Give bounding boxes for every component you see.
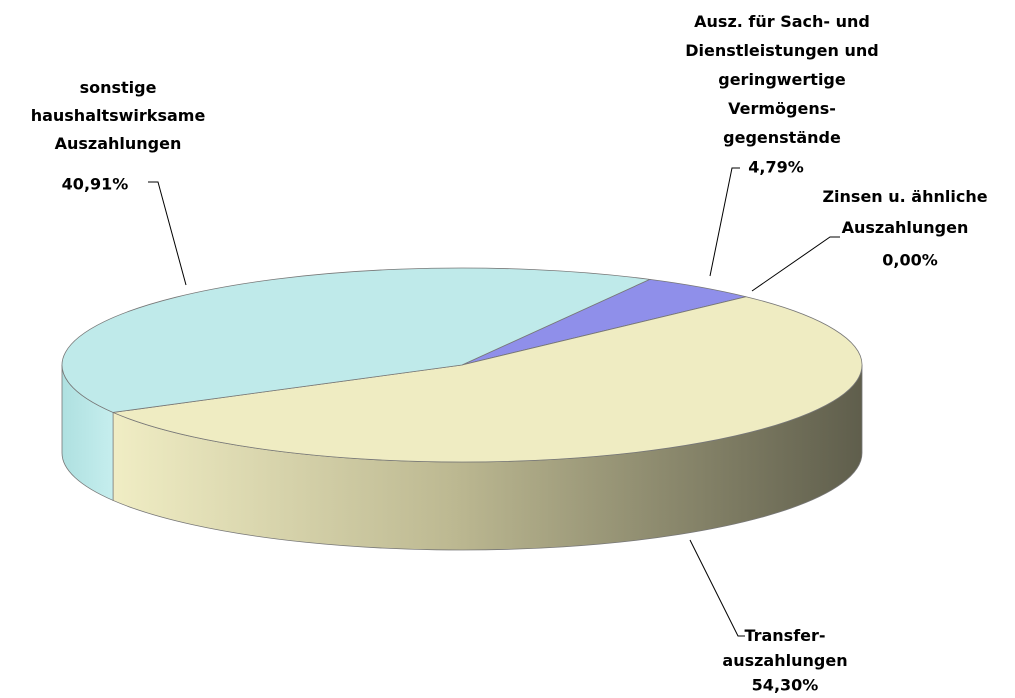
slice-label: Transfer-auszahlungen	[722, 626, 847, 670]
labels: sonstige haushaltswirksame Auszahlungen 40,…	[31, 12, 988, 695]
slice-label: sonstige haushaltswirksame Auszahlungen	[31, 78, 206, 153]
slice-value: 4,79%	[748, 158, 804, 177]
slice-value: 0,00%	[882, 251, 938, 270]
pie-slice	[111, 296, 863, 463]
slice-value: 54,30%	[752, 676, 819, 695]
leader-line	[689, 539, 745, 637]
pie-slice	[61, 267, 652, 413]
slice-label: Ausz. für Sach- und Dienstleistungen und g…	[685, 12, 878, 147]
pie	[61, 267, 863, 551]
leader-line	[148, 181, 187, 286]
slice-value: 40,91%	[62, 175, 129, 194]
slice-label: Zinsen u. ähnliche Auszahlungen	[822, 187, 987, 237]
leader-line	[709, 167, 740, 277]
leader-line	[751, 236, 840, 292]
